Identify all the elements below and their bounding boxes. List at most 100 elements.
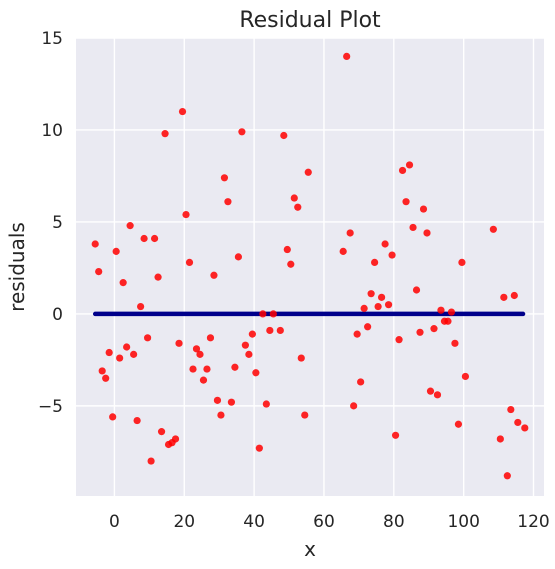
residual-point xyxy=(137,302,145,311)
residual-point xyxy=(133,416,141,425)
residual-point xyxy=(161,130,169,138)
y-axis-ticks: −5 0 5 10 15 xyxy=(38,29,63,417)
residual-point xyxy=(405,161,414,169)
residual-point xyxy=(423,229,431,237)
residual-point xyxy=(266,326,274,335)
residual-point xyxy=(157,428,166,436)
residual-point xyxy=(395,336,403,344)
residual-point xyxy=(360,304,368,312)
residual-point xyxy=(447,308,456,316)
residual-point xyxy=(192,345,201,353)
residual-point xyxy=(503,472,511,480)
residual-point xyxy=(171,435,180,443)
residual-point xyxy=(143,334,152,342)
residual-point xyxy=(430,325,438,333)
residual-point xyxy=(353,330,361,338)
scatter-points xyxy=(91,52,529,480)
y-tick-label: 0 xyxy=(52,305,63,325)
residual-point xyxy=(116,354,124,362)
residual-point xyxy=(343,52,351,60)
residual-point xyxy=(294,203,302,211)
residual-point xyxy=(419,205,428,213)
residual-point xyxy=(461,372,470,381)
residual-point xyxy=(234,253,243,261)
x-tick-label: 0 xyxy=(109,512,120,532)
residual-point xyxy=(276,326,284,335)
residual-point xyxy=(231,363,239,371)
residual-point xyxy=(301,411,309,419)
x-axis-ticks: 0 20 40 60 80 100 120 xyxy=(109,512,550,532)
residual-point xyxy=(147,457,155,465)
residual-point xyxy=(105,348,113,357)
residual-point xyxy=(227,398,236,406)
residual-point xyxy=(199,376,208,384)
residual-point xyxy=(350,402,358,410)
residual-point xyxy=(91,240,99,248)
residual-point xyxy=(126,222,134,230)
residual-point xyxy=(391,431,400,439)
residual-point xyxy=(175,339,183,347)
residual-point xyxy=(220,174,229,182)
residual-point xyxy=(182,210,190,219)
residual-point xyxy=(150,234,159,243)
residual-point xyxy=(402,198,410,206)
residual-point xyxy=(259,310,267,318)
x-tick-label: 60 xyxy=(313,512,335,532)
residual-point xyxy=(458,258,466,267)
residual-point xyxy=(255,444,263,452)
residual-point xyxy=(496,435,504,443)
x-tick-label: 120 xyxy=(517,512,549,532)
residual-point xyxy=(203,365,211,373)
residual-point xyxy=(109,413,117,421)
residual-point xyxy=(426,387,435,395)
chart-title: Residual Plot xyxy=(239,8,381,33)
residual-point xyxy=(262,400,270,408)
residual-point xyxy=(304,168,312,176)
residual-point xyxy=(95,267,103,276)
residual-point xyxy=(241,341,249,349)
residual-point xyxy=(269,310,277,318)
residual-point xyxy=(102,374,110,382)
residual-point xyxy=(178,107,187,116)
residual-point xyxy=(189,365,197,373)
residual-point xyxy=(364,323,372,331)
residual-point xyxy=(521,424,529,432)
residual-point xyxy=(454,420,463,428)
residual-point xyxy=(252,369,260,377)
y-tick-label: 15 xyxy=(41,29,63,49)
y-tick-label: 10 xyxy=(41,121,63,141)
residual-point xyxy=(500,293,508,301)
residual-point xyxy=(388,251,396,259)
residual-point xyxy=(381,240,389,248)
residual-point xyxy=(140,234,148,243)
x-tick-label: 20 xyxy=(173,512,195,532)
residual-point xyxy=(507,405,515,414)
residual-point xyxy=(238,128,246,136)
residual-point xyxy=(384,301,393,309)
residual-point xyxy=(510,291,518,300)
residual-point xyxy=(437,306,445,314)
residual-point xyxy=(112,247,120,255)
residual-point xyxy=(98,367,106,375)
y-tick-label: 5 xyxy=(52,213,63,233)
residual-point xyxy=(280,131,288,140)
residual-point xyxy=(377,293,386,301)
residual-point xyxy=(489,225,497,233)
x-tick-label: 40 xyxy=(243,512,265,532)
residual-point xyxy=(287,260,295,268)
residual-point xyxy=(213,396,222,404)
residual-point xyxy=(130,350,138,358)
residual-point xyxy=(119,279,127,287)
x-axis-label: x xyxy=(304,537,316,561)
x-tick-label: 100 xyxy=(447,512,479,532)
residual-point xyxy=(451,339,459,347)
residual-point xyxy=(245,350,253,358)
x-tick-label: 80 xyxy=(383,512,405,532)
residual-point xyxy=(412,286,421,294)
y-tick-label: −5 xyxy=(38,397,63,417)
residual-point xyxy=(123,343,131,351)
residual-point xyxy=(514,418,522,427)
residual-point xyxy=(297,354,305,362)
residual-point xyxy=(416,328,424,336)
